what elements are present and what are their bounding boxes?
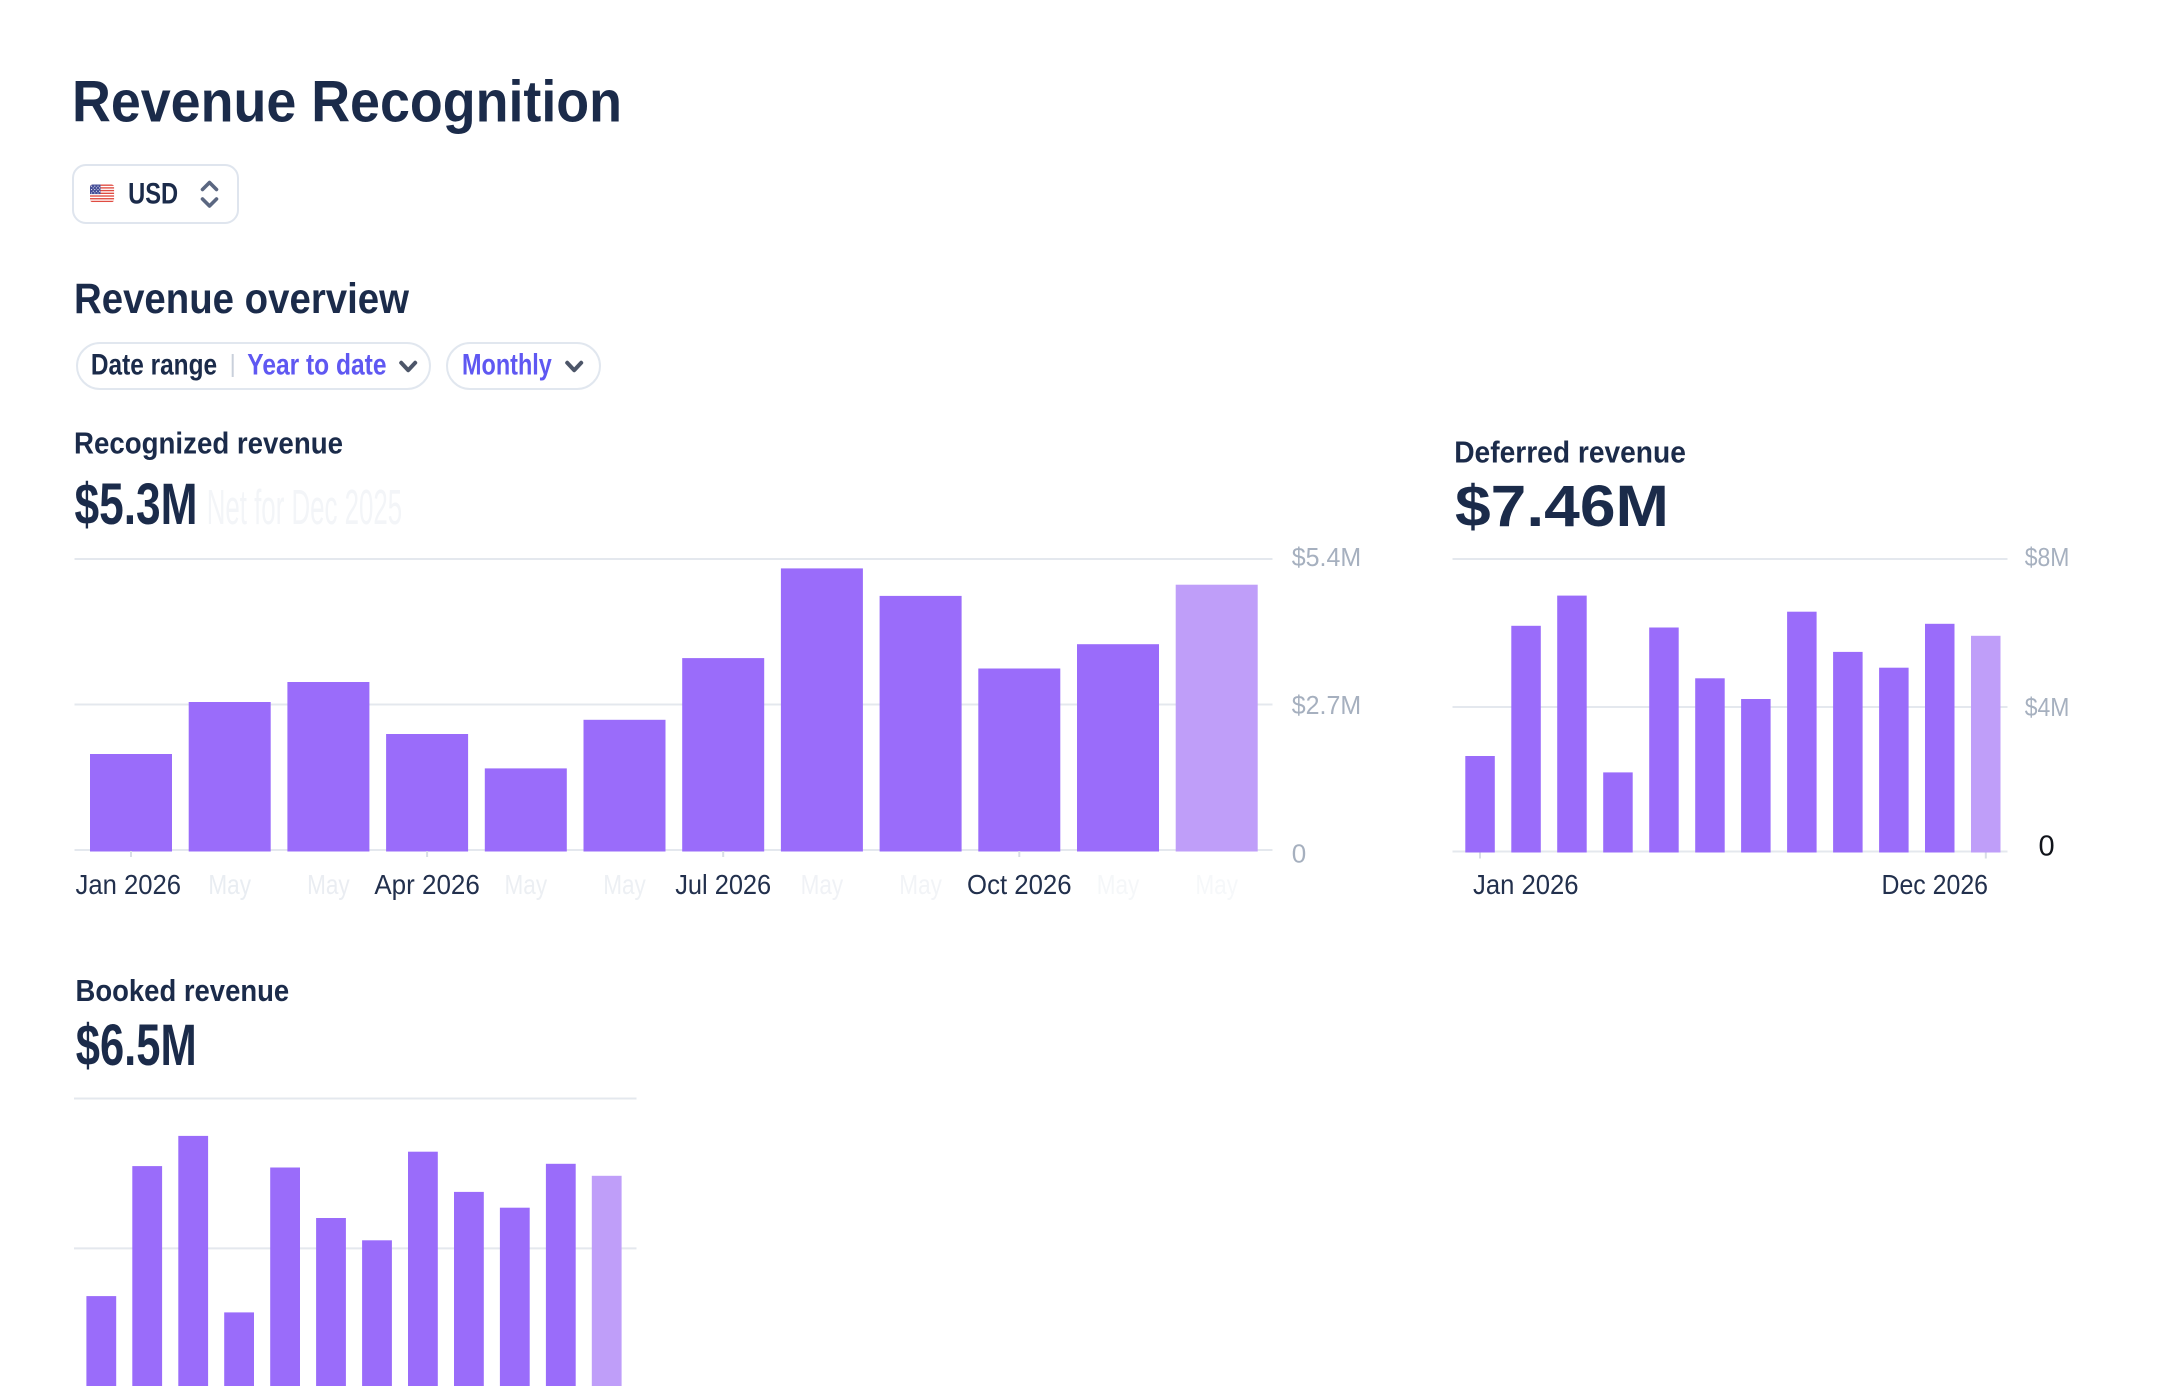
- svg-text:Jan 2026: Jan 2026: [1473, 869, 1579, 900]
- svg-text:$7.46M: $7.46M: [1455, 474, 1669, 539]
- svg-text:May: May: [899, 869, 942, 900]
- svg-text:Revenue Recognition: Revenue Recognition: [72, 70, 622, 135]
- svg-text:Year to date: Year to date: [247, 348, 386, 381]
- svg-text:$6.5M: $6.5M: [76, 1013, 197, 1078]
- svg-text:$8M: $8M: [2025, 542, 2070, 572]
- svg-text:USD: USD: [128, 178, 178, 211]
- svg-text:Date range: Date range: [91, 348, 217, 381]
- svg-text:Recognized revenue: Recognized revenue: [74, 426, 343, 461]
- svg-text:May: May: [1195, 869, 1238, 900]
- svg-text:Booked revenue: Booked revenue: [76, 973, 290, 1008]
- svg-text:Monthly: Monthly: [462, 348, 552, 381]
- svg-text:$5.4M: $5.4M: [1292, 542, 1361, 572]
- svg-text:May: May: [603, 869, 646, 900]
- svg-text:Net for Dec 2025: Net for Dec 2025: [207, 481, 403, 535]
- svg-text:0: 0: [1292, 838, 1306, 868]
- svg-text:0: 0: [2039, 831, 2055, 863]
- svg-text:May: May: [505, 869, 548, 900]
- svg-text:Dec 2026: Dec 2026: [1882, 869, 1989, 900]
- svg-text:$2.7M: $2.7M: [1292, 690, 1361, 720]
- svg-text:Oct 2026: Oct 2026: [967, 869, 1072, 900]
- svg-text:Revenue overview: Revenue overview: [74, 275, 409, 323]
- svg-text:Deferred revenue: Deferred revenue: [1454, 435, 1686, 470]
- svg-text:$4M: $4M: [2025, 692, 2070, 722]
- svg-text:May: May: [1097, 869, 1140, 900]
- svg-text:$5.3M: $5.3M: [75, 472, 198, 537]
- svg-text:May: May: [307, 869, 350, 900]
- svg-text:Jan 2026: Jan 2026: [76, 869, 182, 900]
- svg-text:May: May: [208, 869, 251, 900]
- svg-text:May: May: [801, 869, 844, 900]
- svg-text:Apr 2026: Apr 2026: [374, 869, 480, 900]
- svg-text:Jul 2026: Jul 2026: [675, 869, 771, 900]
